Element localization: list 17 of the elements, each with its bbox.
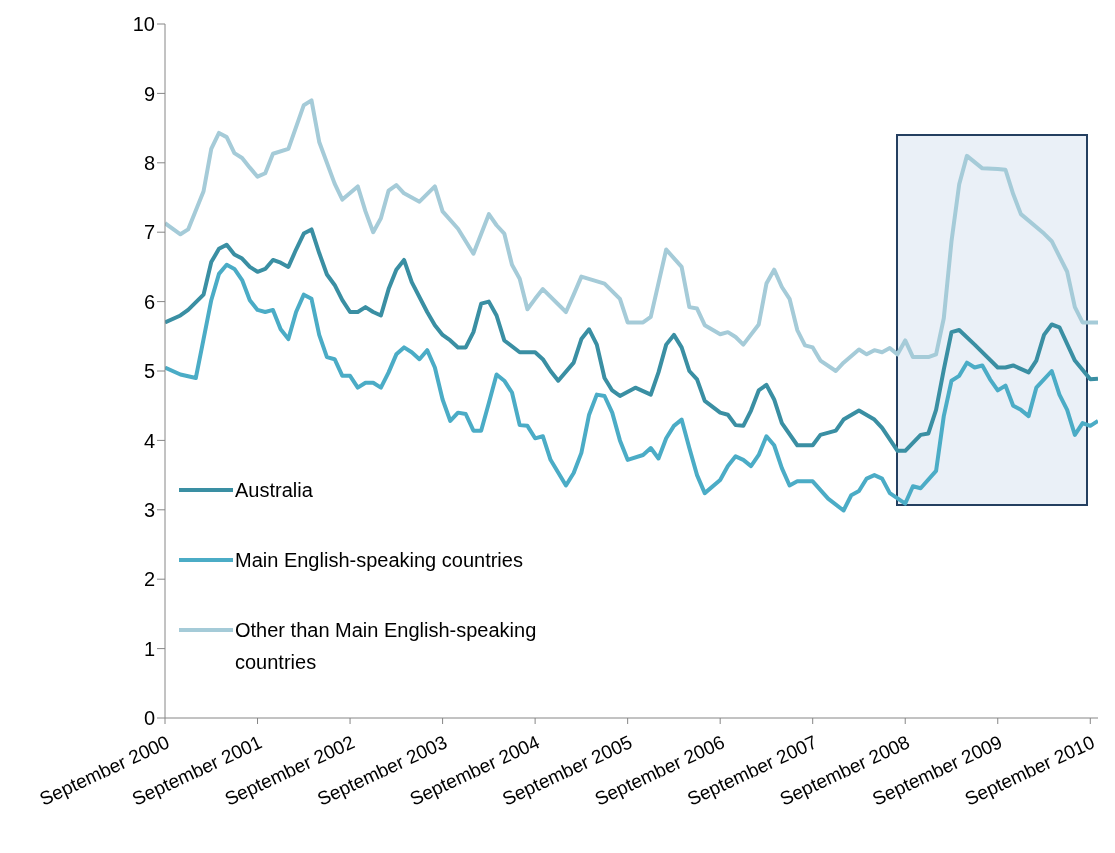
y-tick-label: 0 xyxy=(143,707,155,730)
line-series xyxy=(165,98,1098,373)
y-tick-label: 4 xyxy=(143,429,155,452)
line-series xyxy=(165,262,1098,513)
y-tick-label: 2 xyxy=(143,568,155,591)
legend-label: Main English-speaking countries xyxy=(235,548,524,573)
line-series xyxy=(165,227,1098,453)
y-tick-label: 5 xyxy=(143,360,155,383)
y-tick-label: 10 xyxy=(132,13,155,36)
y-tick-label: 3 xyxy=(143,498,155,521)
y-tick-label: 6 xyxy=(143,290,155,313)
legend-label: Other than Main English-speaking countries xyxy=(235,618,538,675)
legend-label: Australia xyxy=(235,478,314,503)
y-tick-label: 7 xyxy=(143,221,155,244)
y-tick-label: 1 xyxy=(143,637,155,660)
y-tick-label: 8 xyxy=(143,151,155,174)
y-tick-label: 9 xyxy=(143,82,155,105)
